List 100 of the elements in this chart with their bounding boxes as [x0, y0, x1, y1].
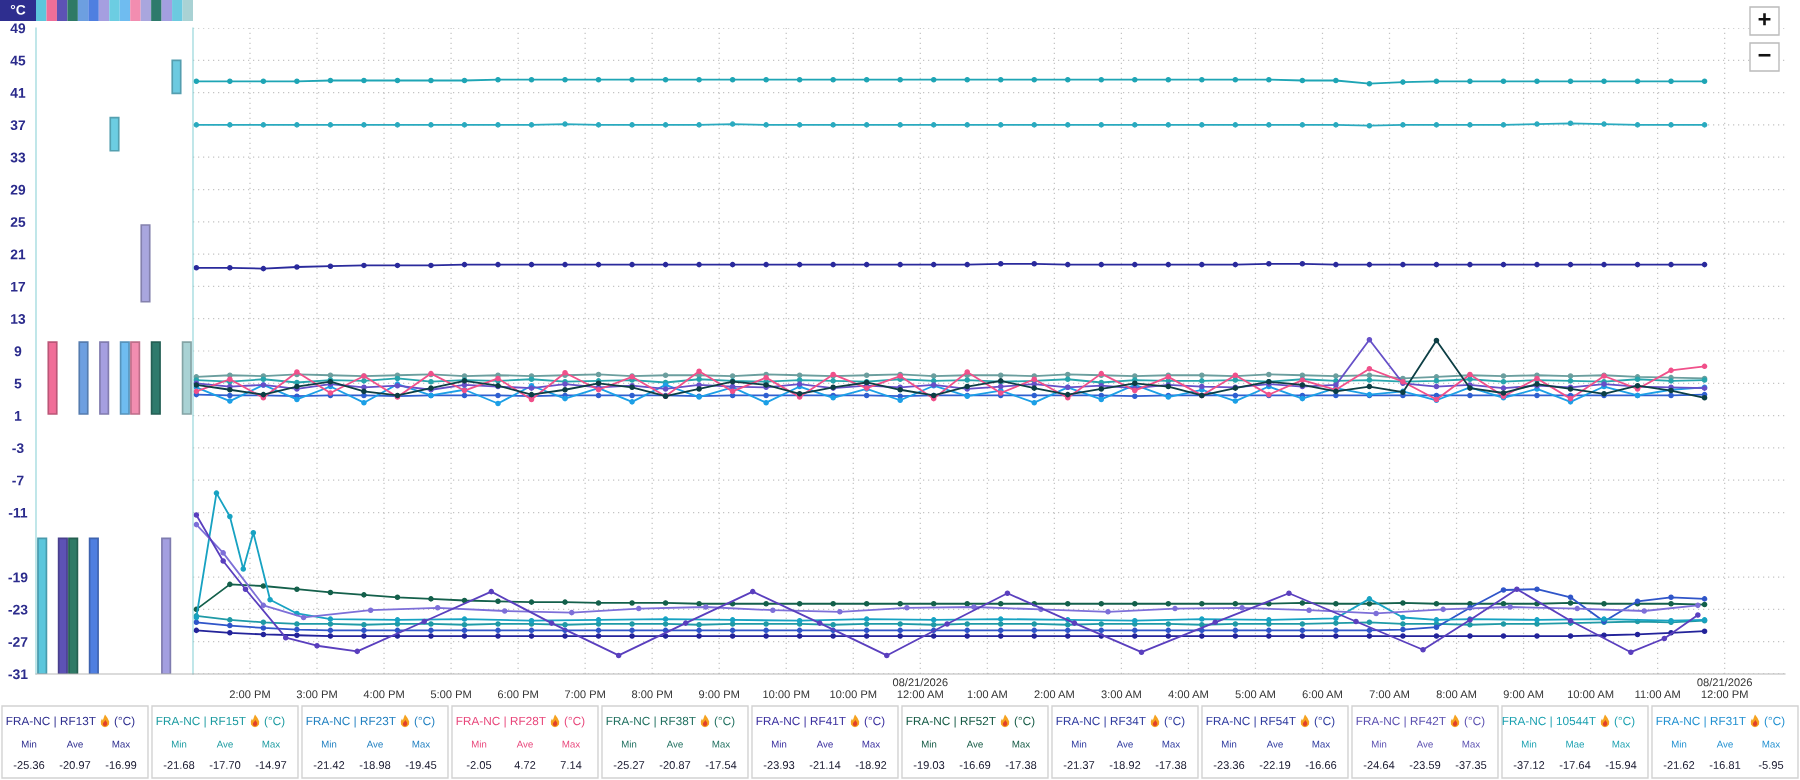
x-tick-label: 9:00 PM: [699, 690, 739, 699]
text: Max: [412, 740, 431, 748]
x-tick-label: 7:00 AM: [1369, 690, 1409, 699]
text: Min: [921, 740, 937, 748]
text: (°C): [414, 716, 435, 728]
text: Min: [1221, 740, 1237, 748]
text: (°C): [1314, 716, 1335, 728]
x-tick-label: 8:00 PM: [631, 690, 672, 699]
y-tick-label: -31: [8, 669, 28, 680]
y-tick-label: 9: [14, 346, 22, 357]
y-tick-label: 33: [10, 152, 26, 163]
text: Max: [562, 740, 581, 748]
text: (°C): [1464, 716, 1485, 728]
text: -16.69: [959, 761, 991, 769]
x-tick-label: 3:00 AM: [1101, 690, 1141, 699]
text: -19.03: [913, 761, 945, 769]
y-tick-label: 25: [10, 217, 26, 227]
text: -20.87: [659, 761, 691, 769]
text: (°C): [264, 716, 285, 728]
text: Ave: [66, 740, 83, 748]
text: -19.45: [405, 761, 437, 769]
x-tick-label: 3:00 PM: [296, 690, 337, 699]
text: FRA-NC | 10544T: [1502, 716, 1596, 728]
text: FRA-NC | RF42T: [1356, 716, 1446, 728]
text: (°C): [114, 716, 135, 728]
text: FRA-NC | RF15T: [156, 716, 246, 728]
y-tick-label: 37: [10, 120, 26, 131]
text: Ave: [366, 740, 383, 748]
text: Min: [471, 740, 487, 748]
y-tick-label: 49: [10, 23, 26, 34]
text: -37.35: [1455, 761, 1487, 769]
text: -18.92: [1109, 761, 1141, 769]
text: FRA-NC | RF13T: [6, 716, 96, 728]
x-tick-label: 7:00 PM: [565, 690, 605, 699]
text: Ave: [1266, 740, 1283, 748]
text: -17.54: [705, 761, 737, 769]
y-tick-label: 5: [14, 378, 22, 389]
y-tick-label: -11: [8, 507, 28, 518]
y-tick-label: -7: [12, 475, 24, 486]
text: Ave: [1116, 740, 1133, 748]
text: -17.70: [209, 761, 241, 769]
text: -23.36: [1213, 761, 1245, 769]
x-tick-label: 2:00 PM: [229, 690, 270, 699]
text: 4.72: [514, 761, 536, 769]
text: FRA-NC | RF23T: [306, 716, 396, 728]
text: -17.64: [1559, 761, 1591, 769]
text: (°C): [1614, 716, 1635, 728]
y-tick-label: 17: [11, 281, 26, 292]
x-tick-label: 10:00 AM: [1567, 690, 1614, 699]
text: -18.92: [855, 761, 887, 769]
y-tick-label: -19: [8, 572, 28, 583]
x-tick-label: 6:00 PM: [497, 690, 538, 699]
text: -22.19: [1259, 761, 1291, 769]
text: FRA-NC | RF52T: [906, 716, 996, 728]
text: (°C): [714, 716, 735, 728]
text: Max: [712, 740, 731, 748]
x-tick-label: 4:00 AM: [1168, 690, 1208, 699]
text: -20.97: [59, 761, 91, 769]
text: -15.94: [1605, 761, 1637, 769]
text: Max: [112, 740, 131, 748]
text: FRA-NC | RF38T: [606, 716, 696, 728]
text: -16.99: [105, 761, 137, 769]
x-tick-label: 5:00 PM: [430, 690, 471, 699]
text: Max: [1462, 740, 1481, 748]
x-tick-label: 1:00 AM: [967, 690, 1007, 699]
text: Ave: [516, 740, 533, 748]
text: Min: [21, 740, 37, 748]
text: -25.36: [13, 761, 45, 769]
text: (°C): [864, 716, 885, 728]
y-tick-label: -27: [8, 637, 28, 647]
text: -21.42: [313, 761, 345, 769]
text: (°C): [1014, 716, 1035, 728]
text: Min: [1671, 740, 1687, 748]
text: -37.12: [1513, 761, 1545, 769]
text: Max: [262, 740, 281, 748]
text: FRA-NC | RF54T: [1206, 716, 1296, 728]
text: Ave: [966, 740, 983, 748]
text: -21.68: [163, 761, 195, 769]
x-tick-label: 4:00 PM: [363, 690, 404, 699]
text: Ave: [1716, 740, 1733, 748]
y-tick-label: 1: [14, 411, 22, 421]
text: (°C): [1764, 716, 1785, 728]
text: Ave: [666, 740, 683, 748]
y-tick-label: -23: [8, 604, 28, 615]
text: -23.93: [763, 761, 795, 769]
text: -23.59: [1409, 761, 1441, 769]
text: Max: [1012, 740, 1031, 748]
x-tick-label: 2:00 AM: [1034, 690, 1074, 699]
text: -17.38: [1005, 761, 1037, 769]
text: Max: [1162, 740, 1181, 748]
text: Min: [1371, 740, 1387, 748]
text: -16.81: [1709, 761, 1741, 769]
text: Max: [1312, 740, 1331, 748]
y-tick-label: 21: [10, 249, 26, 260]
text: -21.14: [809, 761, 841, 769]
y-tick-label: 45: [10, 55, 26, 66]
text: Min: [1521, 740, 1537, 748]
text: Min: [621, 740, 637, 748]
text: Min: [321, 740, 337, 748]
y-tick-label: 41: [10, 88, 26, 98]
